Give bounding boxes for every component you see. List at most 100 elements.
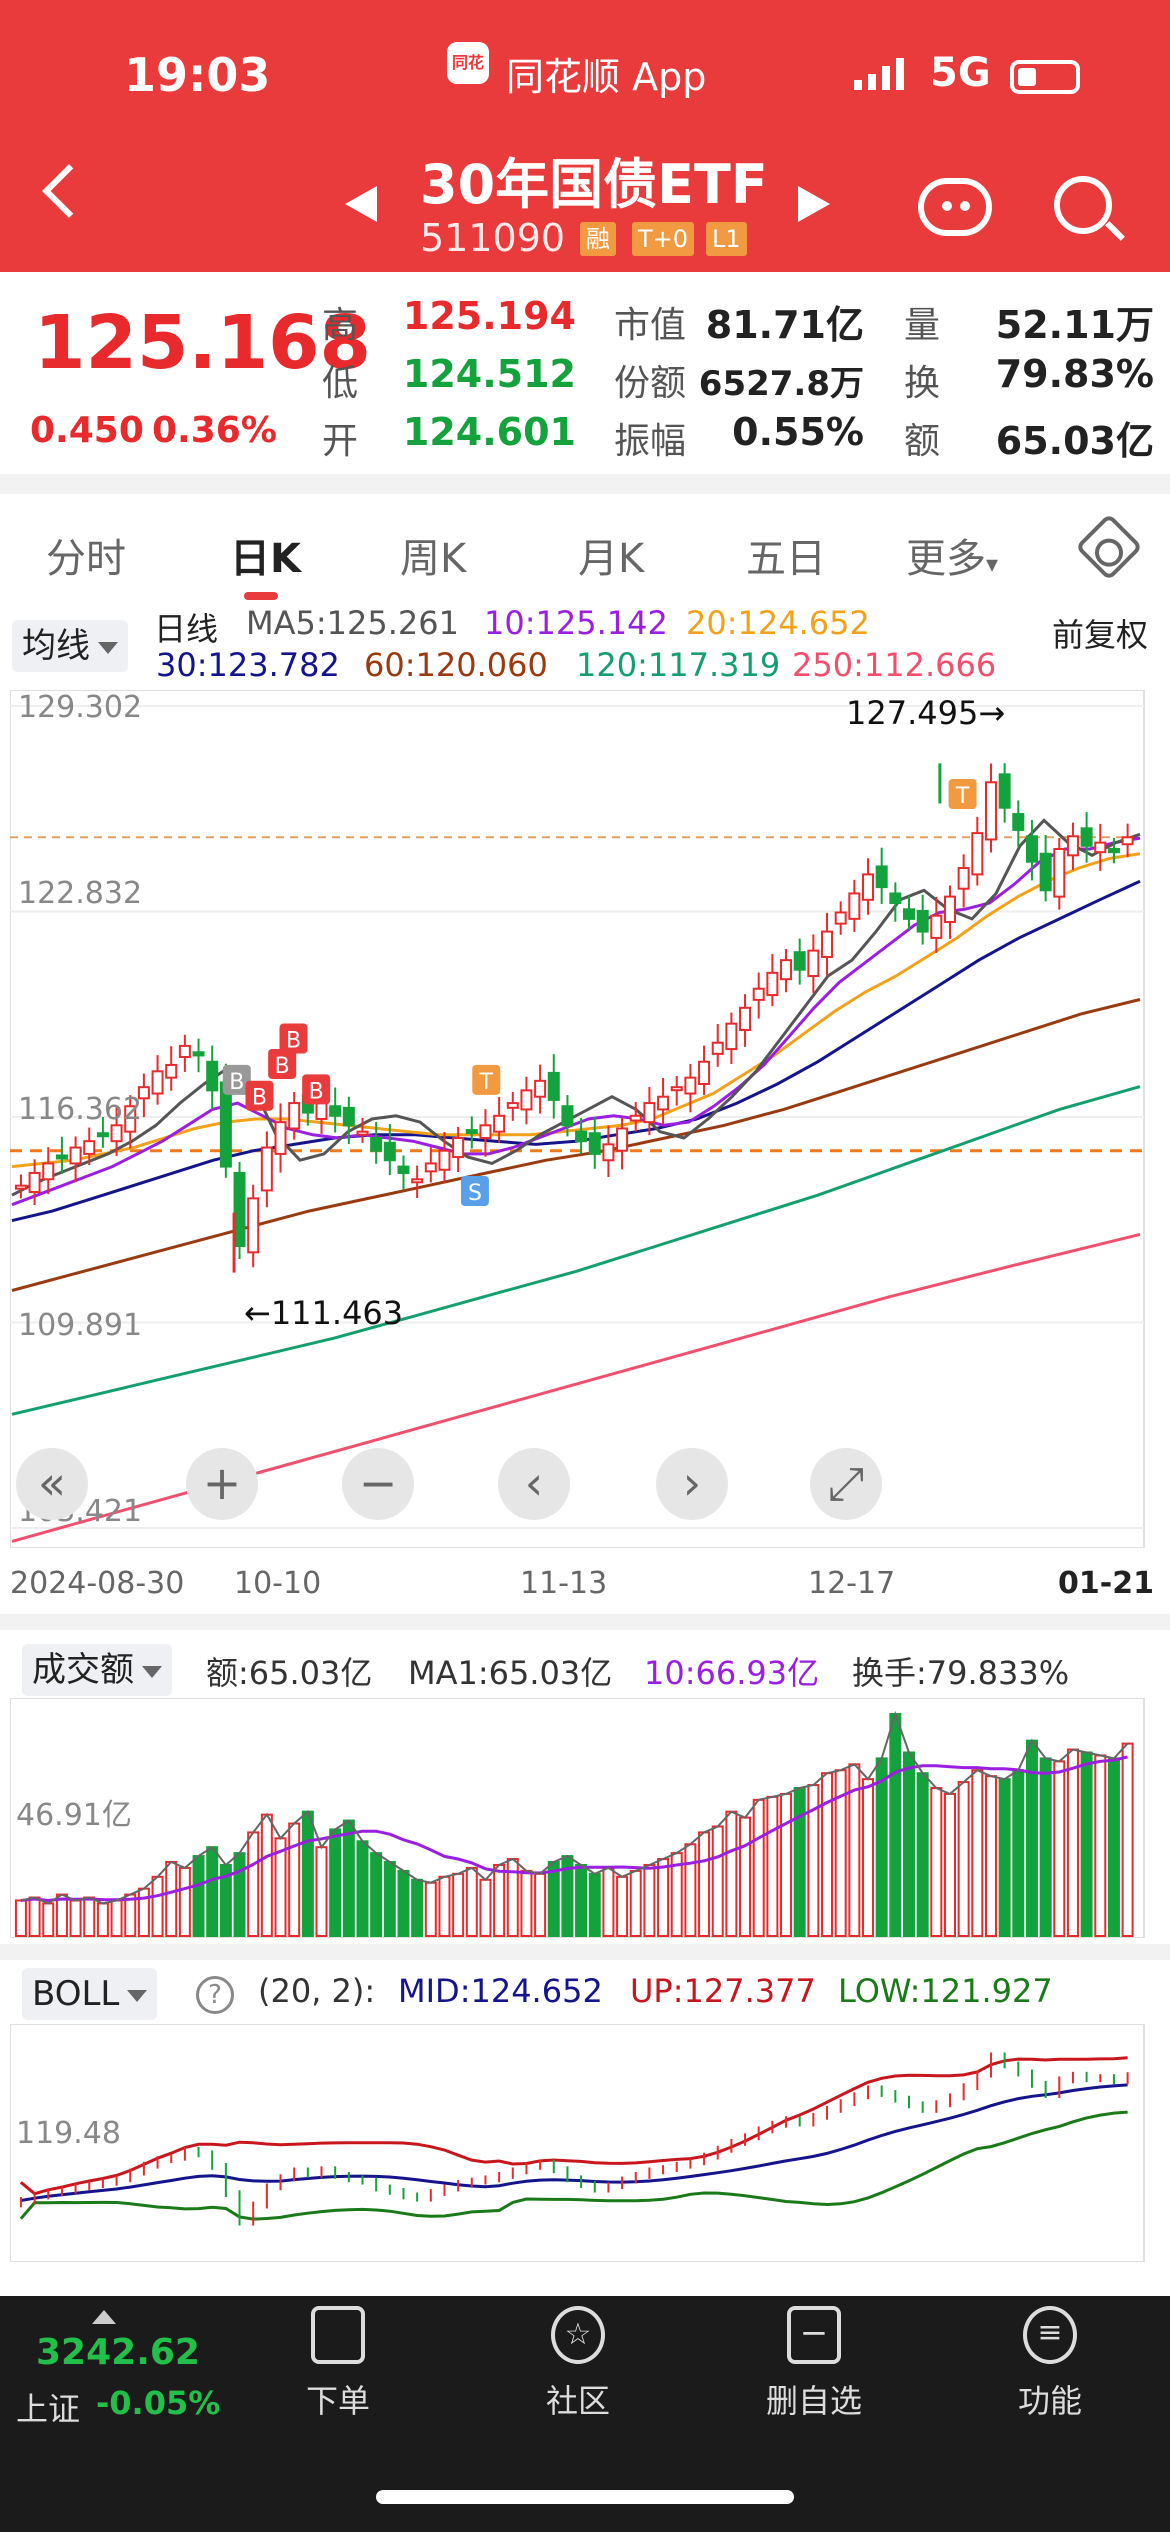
scroll-left-icon[interactable]: ‹ xyxy=(498,1448,570,1520)
amount-ma1-legend: MA1:65.03亿 xyxy=(408,1654,613,1692)
nav-functions-label: 功能 xyxy=(1017,2382,1082,2420)
amount-bar xyxy=(479,1878,492,1937)
next-stock-icon[interactable] xyxy=(798,186,830,222)
ma10-legend: 10:125.142 xyxy=(484,604,668,642)
candle-body xyxy=(984,781,997,841)
amount-bar xyxy=(780,1792,793,1937)
tab-weekly-k[interactable]: 周K xyxy=(400,536,467,582)
candle-body xyxy=(1025,835,1038,863)
index-change: -0.05% xyxy=(96,2384,221,2422)
nav-functions[interactable]: ≡ 功能 xyxy=(990,2306,1110,2422)
nav-community-label: 社区 xyxy=(545,2382,610,2420)
low-value: 124.512 xyxy=(402,352,576,396)
candle-body xyxy=(83,1140,96,1155)
candle-body xyxy=(165,1063,178,1079)
assistant-robot-icon[interactable] xyxy=(918,178,992,236)
low-marker: ←111.463 xyxy=(244,1294,404,1332)
candle-body xyxy=(862,873,875,901)
amount-bar xyxy=(739,1816,752,1937)
signal-badge-label: S xyxy=(468,1181,482,1206)
ma250-legend: 250:112.666 xyxy=(792,646,997,684)
date-start: 2024-08-30 xyxy=(10,1566,185,1601)
adjust-mode[interactable]: 前复权 xyxy=(1052,616,1149,654)
signal-badge xyxy=(279,1023,308,1054)
amount-bar xyxy=(793,1787,806,1937)
turnover-value: 79.83% xyxy=(995,352,1154,396)
status-time: 19:03 xyxy=(124,48,271,102)
index-value[interactable]: 3242.62 xyxy=(36,2332,200,2373)
amount-bar xyxy=(493,1863,506,1938)
amount-bar xyxy=(943,1792,956,1937)
ma-line-ma60 xyxy=(11,998,1141,1292)
amount-ma10-line xyxy=(20,1755,1128,1903)
candle-body xyxy=(96,1132,109,1138)
date-end: 01-21 xyxy=(1058,1566,1154,1601)
tab-monthly-k[interactable]: 月K xyxy=(578,536,645,582)
amount-bar xyxy=(684,1843,697,1938)
tab-active-indicator xyxy=(244,592,278,600)
zoom-out-icon[interactable]: − xyxy=(342,1448,414,1520)
candle-body xyxy=(916,909,929,933)
candle-body xyxy=(370,1137,383,1152)
amount-chart[interactable] xyxy=(10,1698,1154,1938)
ma-line-ma120 xyxy=(11,1085,1141,1416)
rewind-icon[interactable]: « xyxy=(16,1448,88,1520)
help-icon[interactable]: ? xyxy=(196,1976,234,2014)
amount-bar xyxy=(178,1866,191,1937)
candle-body xyxy=(42,1162,55,1181)
volume-indicator-label: 成交额 xyxy=(32,1650,134,1690)
section-divider xyxy=(0,1944,1170,1960)
amount-bar xyxy=(1025,1739,1038,1937)
tab-more[interactable]: 更多▾ xyxy=(906,526,998,584)
amount-bar xyxy=(206,1846,219,1937)
boll-low-legend: LOW:121.927 xyxy=(838,1972,1053,2010)
signal-badge xyxy=(302,1074,331,1105)
amount-bar xyxy=(1066,1748,1079,1937)
nav-remove-watchlist[interactable]: − 删自选 xyxy=(754,2306,874,2422)
amount-ma1-line xyxy=(20,1710,1129,1905)
nav-order-label: 下单 xyxy=(305,2382,370,2420)
tab-daily-k[interactable]: 日K xyxy=(230,536,301,582)
candle-body xyxy=(55,1154,68,1160)
zoom-in-icon[interactable]: + xyxy=(186,1448,258,1520)
candle-body xyxy=(616,1127,629,1152)
boll-dropdown[interactable]: BOLL xyxy=(22,1968,158,2020)
amount-bar xyxy=(356,1840,369,1937)
signal-badge-label: T xyxy=(479,1070,494,1095)
chevron-down-icon xyxy=(98,641,118,654)
tag-margin: 融 xyxy=(580,222,616,256)
nav-remove-watchlist-label: 删自选 xyxy=(765,2382,862,2420)
amount-bar xyxy=(575,1863,588,1938)
candle-body xyxy=(137,1086,150,1100)
amount-bar xyxy=(1094,1754,1107,1937)
amount-value: 65.03亿 xyxy=(995,419,1154,463)
amplitude-label: 振幅 xyxy=(614,421,687,462)
boll-chart[interactable] xyxy=(10,2024,1154,2262)
amount-bar xyxy=(83,1896,96,1938)
price-change-pct: 0.36% xyxy=(152,410,277,451)
search-icon[interactable] xyxy=(1054,176,1112,234)
amount-y-label: 46.91亿 xyxy=(16,1798,132,1833)
candle-body xyxy=(424,1162,437,1173)
amount-bar xyxy=(616,1875,629,1938)
tab-intraday[interactable]: 分时 xyxy=(46,536,126,582)
tab-five-day[interactable]: 五日 xyxy=(746,536,826,582)
nav-order[interactable]: 下单 xyxy=(278,2306,398,2422)
indicator-dropdown[interactable]: 均线 xyxy=(12,620,128,672)
fullscreen-icon[interactable]: ⤢ xyxy=(810,1448,882,1520)
high-value: 125.194 xyxy=(402,294,576,338)
amount-bar xyxy=(370,1852,383,1937)
nav-community[interactable]: ☆ 社区 xyxy=(518,2306,638,2422)
candle-body xyxy=(110,1124,123,1143)
scroll-right-icon[interactable]: › xyxy=(656,1448,728,1520)
candle-body xyxy=(821,930,834,958)
prev-stock-icon[interactable] xyxy=(345,186,377,222)
community-star-icon: ☆ xyxy=(551,2306,605,2364)
ma-line-ma250 xyxy=(11,1232,1141,1543)
signal-icon xyxy=(854,58,904,90)
volume-indicator-dropdown[interactable]: 成交额 xyxy=(22,1644,172,1696)
candle-body xyxy=(493,1114,506,1133)
expand-up-icon[interactable] xyxy=(92,2310,116,2324)
candle-body xyxy=(903,908,916,920)
